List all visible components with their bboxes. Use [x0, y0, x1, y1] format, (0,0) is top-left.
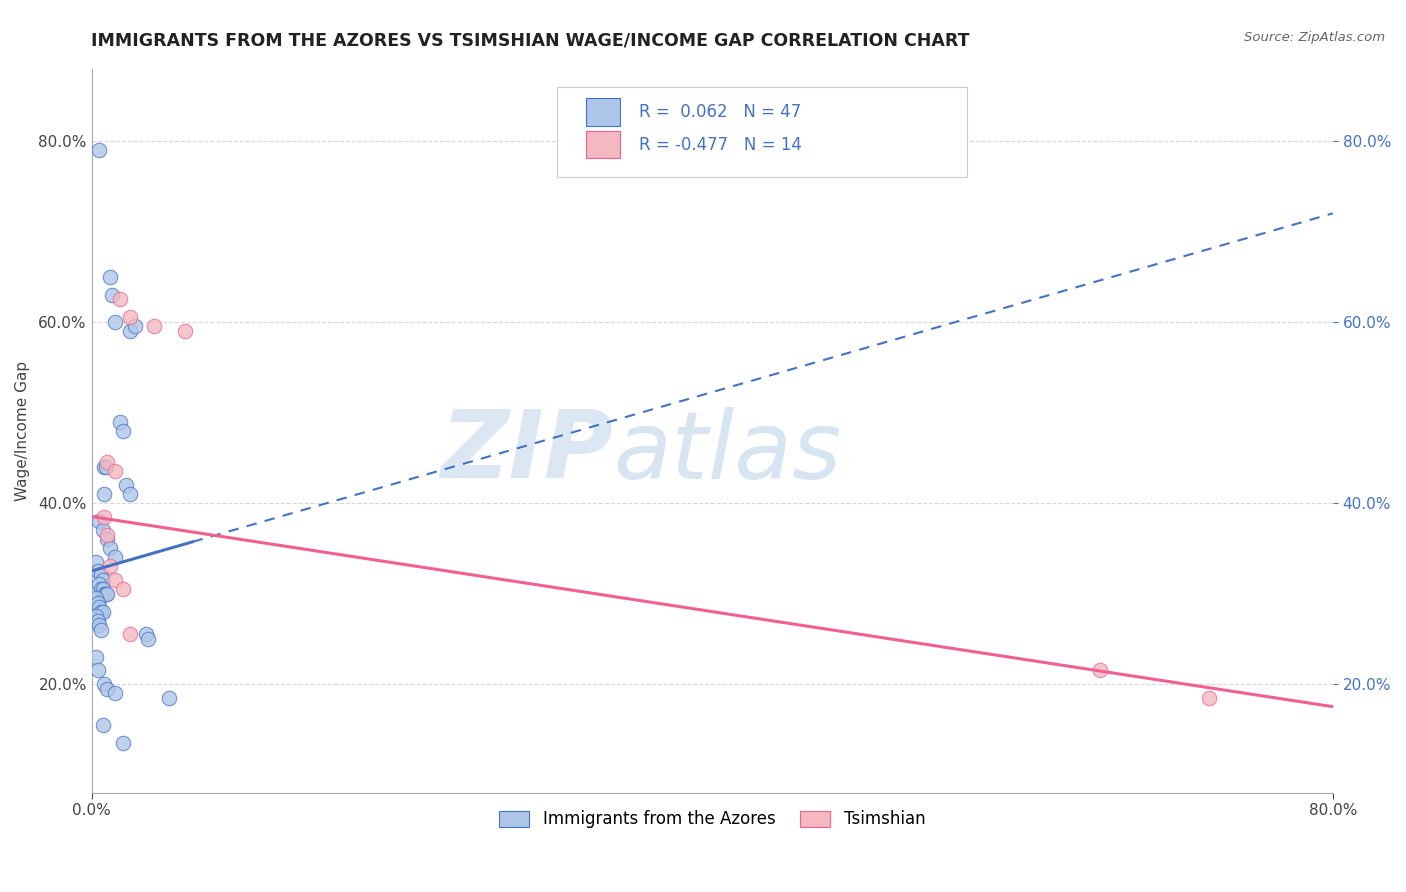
Point — [93, 459, 115, 474]
Point — [120, 324, 142, 338]
Point — [87, 664, 110, 678]
Point — [124, 319, 146, 334]
Point — [87, 564, 110, 578]
Point — [91, 718, 114, 732]
Point — [91, 523, 114, 537]
Text: IMMIGRANTS FROM THE AZORES VS TSIMSHIAN WAGE/INCOME GAP CORRELATION CHART: IMMIGRANTS FROM THE AZORES VS TSIMSHIAN … — [91, 31, 970, 49]
Point — [96, 455, 118, 469]
FancyBboxPatch shape — [557, 87, 967, 178]
Y-axis label: Wage/Income Gap: Wage/Income Gap — [15, 360, 30, 500]
Point — [89, 143, 111, 157]
FancyBboxPatch shape — [586, 131, 620, 158]
Point — [104, 573, 127, 587]
Point — [96, 532, 118, 546]
Point — [104, 315, 127, 329]
Text: atlas: atlas — [613, 407, 841, 498]
Point — [90, 568, 112, 582]
Point — [93, 509, 115, 524]
Point — [136, 632, 159, 646]
Point — [96, 527, 118, 541]
Point — [90, 582, 112, 596]
Point — [90, 623, 112, 637]
Point — [89, 600, 111, 615]
Point — [104, 464, 127, 478]
Point — [91, 605, 114, 619]
Point — [104, 550, 127, 565]
Point — [173, 324, 195, 338]
Point — [87, 596, 110, 610]
Point — [104, 686, 127, 700]
Text: ZIP: ZIP — [440, 407, 613, 499]
Point — [86, 609, 108, 624]
Point — [120, 627, 142, 641]
Point — [111, 582, 134, 596]
Point — [86, 555, 108, 569]
FancyBboxPatch shape — [586, 98, 620, 126]
Point — [120, 487, 142, 501]
Point — [108, 293, 131, 307]
Point — [94, 459, 117, 474]
Point — [1198, 690, 1220, 705]
Point — [90, 605, 112, 619]
Point — [135, 627, 157, 641]
Point — [157, 690, 180, 705]
Point — [86, 591, 108, 605]
Legend: Immigrants from the Azores, Tsimshian: Immigrants from the Azores, Tsimshian — [492, 804, 932, 835]
Point — [91, 582, 114, 596]
Point — [101, 288, 124, 302]
Point — [94, 586, 117, 600]
Point — [89, 577, 111, 591]
Point — [120, 310, 142, 325]
Point — [96, 681, 118, 696]
Point — [98, 559, 121, 574]
Point — [93, 586, 115, 600]
Point — [86, 649, 108, 664]
Text: R = -0.477   N = 14: R = -0.477 N = 14 — [638, 136, 801, 153]
Text: Source: ZipAtlas.com: Source: ZipAtlas.com — [1244, 31, 1385, 45]
Point — [142, 319, 165, 334]
Point — [111, 736, 134, 750]
Point — [98, 269, 121, 284]
Point — [89, 514, 111, 528]
Point — [93, 487, 115, 501]
Point — [114, 478, 136, 492]
Text: R =  0.062   N = 47: R = 0.062 N = 47 — [638, 103, 801, 121]
Point — [111, 424, 134, 438]
Point — [93, 677, 115, 691]
Point — [1088, 664, 1111, 678]
Point — [96, 586, 118, 600]
Point — [89, 618, 111, 632]
Point — [87, 614, 110, 628]
Point — [91, 573, 114, 587]
Point — [108, 415, 131, 429]
Point — [98, 541, 121, 556]
